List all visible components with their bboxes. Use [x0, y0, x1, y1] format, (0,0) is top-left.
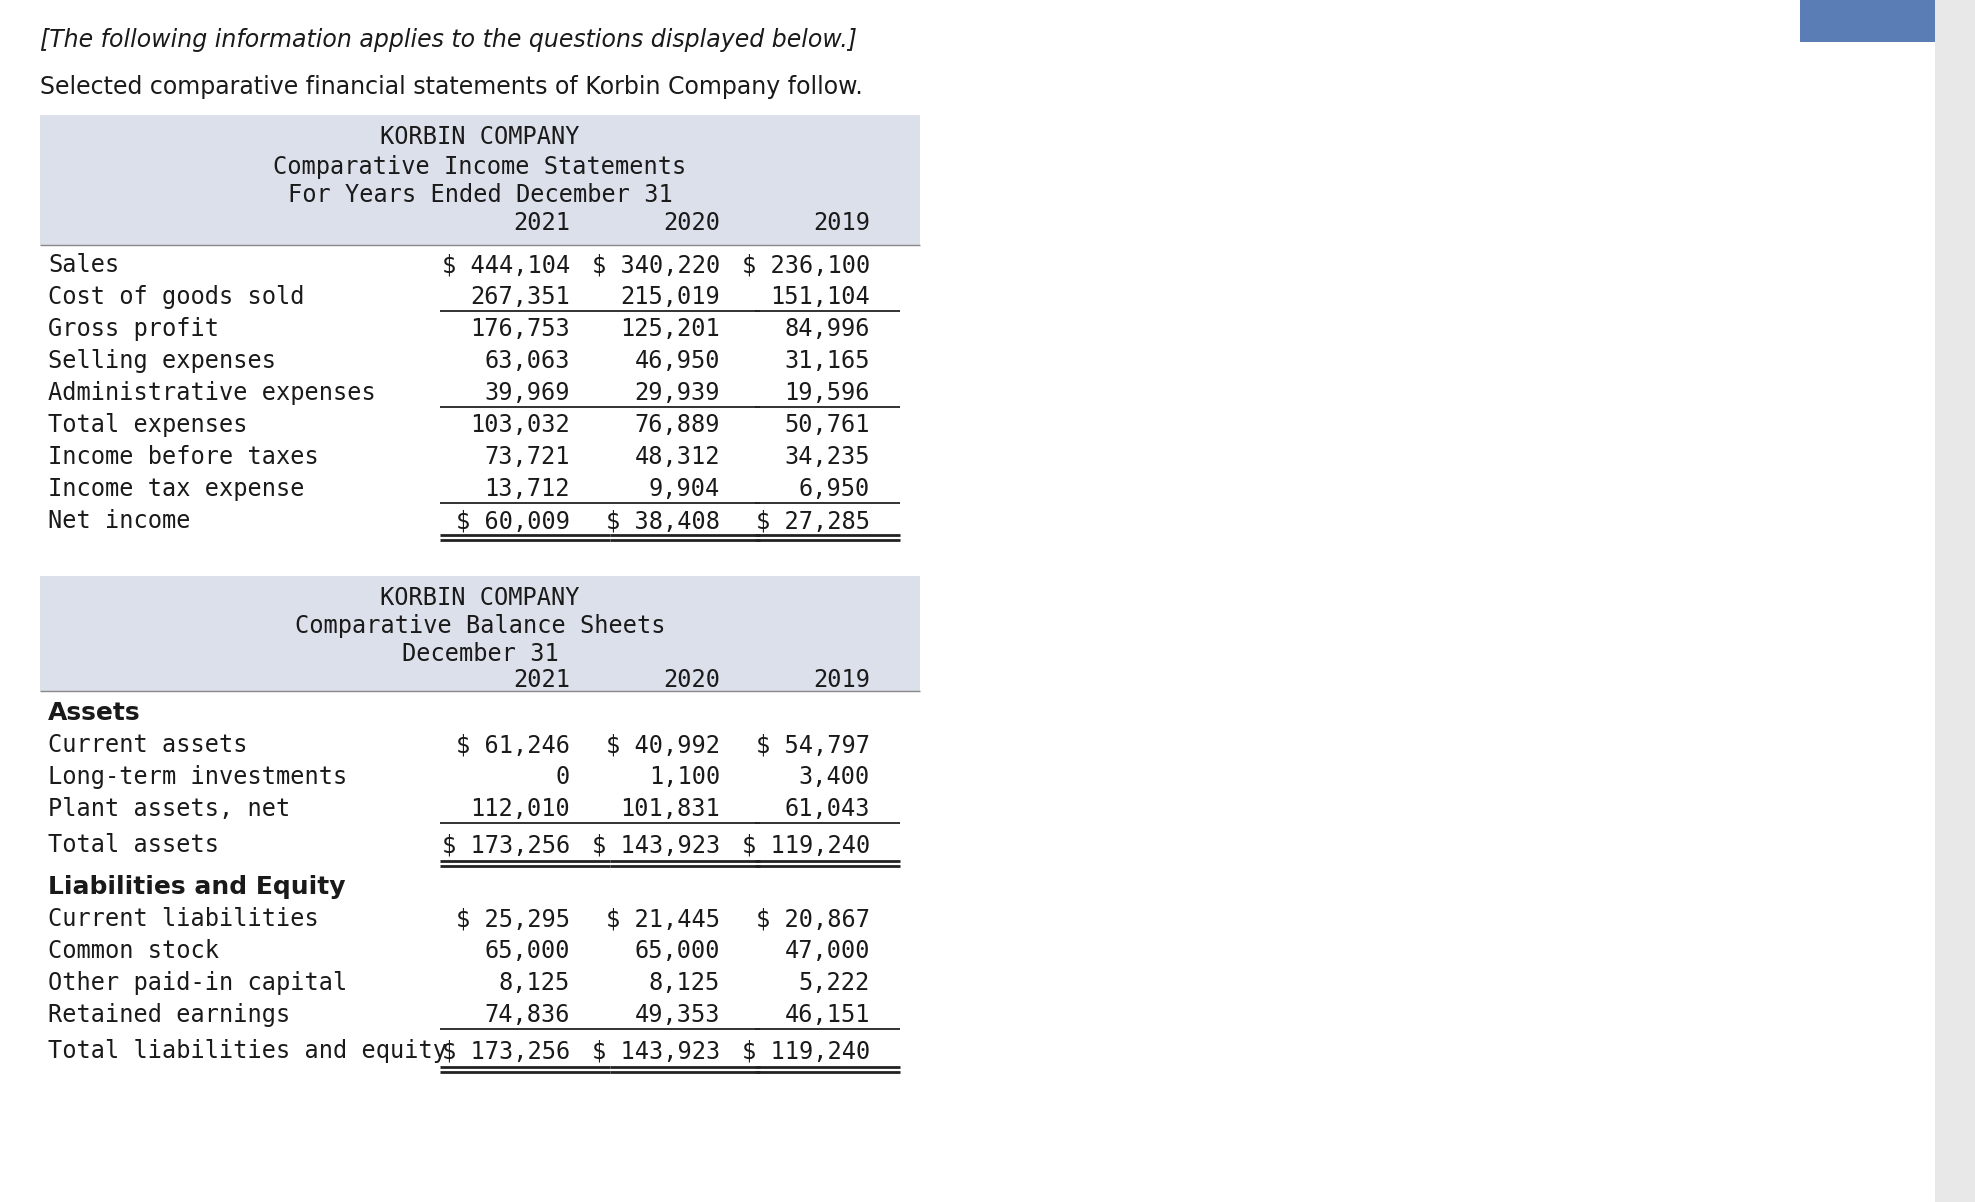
Text: 65,000: 65,000: [484, 939, 571, 963]
Bar: [1936, 0, 1975, 1202]
Text: 1,100: 1,100: [648, 764, 721, 789]
Text: $ 60,009: $ 60,009: [456, 508, 571, 532]
Text: 0: 0: [555, 764, 571, 789]
Text: Total expenses: Total expenses: [47, 413, 247, 438]
Text: Long-term investments: Long-term investments: [47, 764, 348, 789]
Text: 176,753: 176,753: [470, 317, 571, 341]
Text: 46,950: 46,950: [634, 349, 721, 373]
Text: 74,836: 74,836: [484, 1002, 571, 1027]
Text: Other paid-in capital: Other paid-in capital: [47, 971, 348, 995]
Text: $ 20,867: $ 20,867: [756, 908, 871, 932]
Text: $ 143,923: $ 143,923: [592, 833, 721, 857]
Text: 61,043: 61,043: [784, 797, 871, 821]
Bar: [1799, 0, 1936, 42]
Text: KORBIN COMPANY: KORBIN COMPANY: [381, 587, 581, 609]
Text: 3,400: 3,400: [798, 764, 871, 789]
Text: Assets: Assets: [47, 701, 140, 725]
Text: Liabilities and Equity: Liabilities and Equity: [47, 875, 346, 899]
Text: 19,596: 19,596: [784, 381, 871, 405]
Text: $ 236,100: $ 236,100: [743, 252, 871, 276]
Text: $ 173,256: $ 173,256: [442, 833, 571, 857]
Text: 125,201: 125,201: [620, 317, 721, 341]
Text: $ 340,220: $ 340,220: [592, 252, 721, 276]
Text: Net income: Net income: [47, 508, 190, 532]
Text: 13,712: 13,712: [484, 477, 571, 501]
Text: Comparative Income Statements: Comparative Income Statements: [273, 155, 687, 179]
Text: $ 25,295: $ 25,295: [456, 908, 571, 932]
Bar: [40, 115, 920, 245]
Text: 76,889: 76,889: [634, 413, 721, 438]
Text: For Years Ended December 31: For Years Ended December 31: [288, 183, 672, 207]
Text: Plant assets, net: Plant assets, net: [47, 797, 290, 821]
Text: 9,904: 9,904: [648, 477, 721, 501]
Text: 49,353: 49,353: [634, 1002, 721, 1027]
Text: Administrative expenses: Administrative expenses: [47, 381, 375, 405]
Text: 267,351: 267,351: [470, 285, 571, 309]
Text: 112,010: 112,010: [470, 797, 571, 821]
Text: 34,235: 34,235: [784, 445, 871, 469]
Text: 39,969: 39,969: [484, 381, 571, 405]
Text: $ 119,240: $ 119,240: [743, 833, 871, 857]
Text: 8,125: 8,125: [500, 971, 571, 995]
Text: $ 173,256: $ 173,256: [442, 1039, 571, 1063]
Text: Current assets: Current assets: [47, 733, 247, 757]
Text: 8,125: 8,125: [648, 971, 721, 995]
Text: 151,104: 151,104: [770, 285, 871, 309]
Text: $ 61,246: $ 61,246: [456, 733, 571, 757]
Text: $ 119,240: $ 119,240: [743, 1039, 871, 1063]
Text: 2021: 2021: [514, 668, 571, 692]
Text: KORBIN COMPANY: KORBIN COMPANY: [381, 125, 581, 149]
Text: 47,000: 47,000: [784, 939, 871, 963]
Text: 63,063: 63,063: [484, 349, 571, 373]
Text: 73,721: 73,721: [484, 445, 571, 469]
Bar: [40, 576, 920, 691]
Text: Selected comparative financial statements of Korbin Company follow.: Selected comparative financial statement…: [40, 75, 863, 99]
Text: 65,000: 65,000: [634, 939, 721, 963]
Text: 2019: 2019: [814, 212, 871, 236]
Text: $ 54,797: $ 54,797: [756, 733, 871, 757]
Text: December 31: December 31: [401, 642, 559, 666]
Text: $ 21,445: $ 21,445: [606, 908, 721, 932]
Text: 48,312: 48,312: [634, 445, 721, 469]
Text: 31,165: 31,165: [784, 349, 871, 373]
Text: 103,032: 103,032: [470, 413, 571, 438]
Text: 101,831: 101,831: [620, 797, 721, 821]
Text: Total assets: Total assets: [47, 833, 219, 857]
Text: Income tax expense: Income tax expense: [47, 477, 304, 501]
Text: Sales: Sales: [47, 252, 118, 276]
Text: 84,996: 84,996: [784, 317, 871, 341]
Text: $ 27,285: $ 27,285: [756, 508, 871, 532]
Text: 50,761: 50,761: [784, 413, 871, 438]
Text: Income before taxes: Income before taxes: [47, 445, 318, 469]
Text: 29,939: 29,939: [634, 381, 721, 405]
Text: Current liabilities: Current liabilities: [47, 908, 318, 932]
Text: 6,950: 6,950: [798, 477, 871, 501]
Text: Comparative Balance Sheets: Comparative Balance Sheets: [294, 614, 666, 638]
Text: Cost of goods sold: Cost of goods sold: [47, 285, 304, 309]
Text: 2020: 2020: [664, 212, 721, 236]
Text: $ 38,408: $ 38,408: [606, 508, 721, 532]
Text: Total liabilities and equity: Total liabilities and equity: [47, 1039, 446, 1063]
Text: Common stock: Common stock: [47, 939, 219, 963]
Text: 2019: 2019: [814, 668, 871, 692]
Text: 5,222: 5,222: [798, 971, 871, 995]
Text: Selling expenses: Selling expenses: [47, 349, 277, 373]
Text: Gross profit: Gross profit: [47, 317, 219, 341]
Text: $ 40,992: $ 40,992: [606, 733, 721, 757]
Text: Retained earnings: Retained earnings: [47, 1002, 290, 1027]
Text: 2020: 2020: [664, 668, 721, 692]
Text: [The following information applies to the questions displayed below.]: [The following information applies to th…: [40, 28, 857, 52]
Text: $ 444,104: $ 444,104: [442, 252, 571, 276]
Text: 46,151: 46,151: [784, 1002, 871, 1027]
Text: $ 143,923: $ 143,923: [592, 1039, 721, 1063]
Text: 215,019: 215,019: [620, 285, 721, 309]
Text: 2021: 2021: [514, 212, 571, 236]
